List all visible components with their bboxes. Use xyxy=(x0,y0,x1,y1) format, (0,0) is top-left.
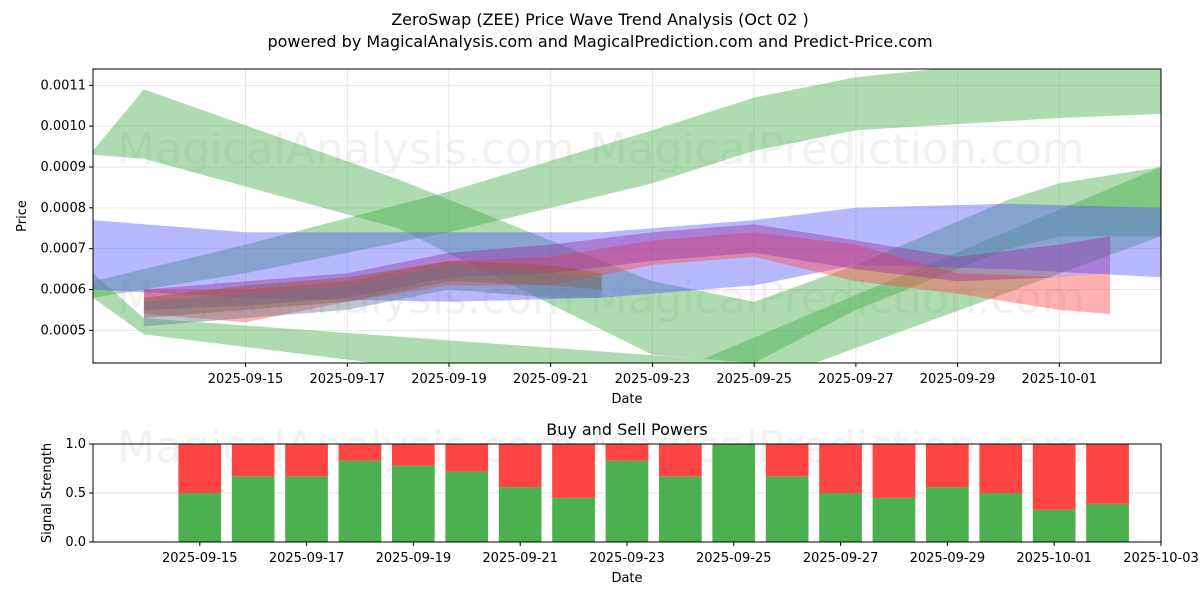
power-y-axis: 0.0 0.5 1.0 xyxy=(65,437,93,550)
price-x-label: Date xyxy=(611,392,642,407)
power-x-tick-label: 2025-09-29 xyxy=(910,551,986,566)
sell-bar xyxy=(979,444,1023,493)
power-y-tick-label: 0.0 xyxy=(65,535,86,550)
sell-bar xyxy=(605,444,649,461)
sell-bar xyxy=(872,444,916,498)
price-y-tick-label: 0.0006 xyxy=(41,283,87,298)
watermark-right: MagicalPrediction.com xyxy=(590,124,1085,175)
power-chart-title: Buy and Sell Powers xyxy=(546,420,708,439)
power-y-tick-label: 0.5 xyxy=(65,486,86,501)
buy-bar xyxy=(1032,509,1076,542)
buy-bar xyxy=(1086,503,1129,542)
buy-bar xyxy=(498,487,542,542)
price-grid xyxy=(93,69,1161,363)
power-x-label: Date xyxy=(611,571,642,586)
buy-bar xyxy=(178,493,222,542)
price-bands xyxy=(93,69,1161,363)
power-x-tick-label: 2025-09-27 xyxy=(803,551,879,566)
price-plot-frame xyxy=(92,68,1162,364)
wave-band xyxy=(93,167,1161,363)
power-x-tick-label: 2025-09-21 xyxy=(482,551,558,566)
sell-bar xyxy=(659,444,702,477)
price-x-tick-label: 2025-09-17 xyxy=(310,372,386,387)
price-y-label: Price xyxy=(15,200,30,232)
power-x-tick-label: 2025-09-19 xyxy=(376,551,452,566)
buy-bar xyxy=(338,460,382,542)
price-y-tick-label: 0.0005 xyxy=(41,323,87,338)
buy-bar xyxy=(552,497,595,542)
buy-bar xyxy=(392,465,435,542)
price-x-tick-label: 2025-09-19 xyxy=(411,372,487,387)
price-y-tick-label: 0.0009 xyxy=(41,160,87,175)
price-x-tick-label: 2025-09-27 xyxy=(818,372,894,387)
power-x-tick-label: 2025-09-25 xyxy=(696,551,772,566)
wave-band xyxy=(143,232,1111,323)
price-x-tick-label: 2025-09-25 xyxy=(716,372,792,387)
power-chart: Buy and Sell Powers MagicalAnalysis.com … xyxy=(40,420,1199,586)
wave-band xyxy=(93,89,1161,363)
power-y-tick-label: 1.0 xyxy=(65,437,86,452)
buy-bar xyxy=(765,476,809,542)
price-x-tick-label: 2025-09-21 xyxy=(513,372,589,387)
price-x-tick-label: 2025-09-23 xyxy=(615,372,691,387)
sell-bar xyxy=(819,444,862,493)
sell-bar xyxy=(1086,444,1129,504)
buy-bar xyxy=(872,497,916,542)
price-y-tick-label: 0.0010 xyxy=(41,119,87,134)
power-x-tick-label: 2025-10-01 xyxy=(1016,551,1092,566)
power-x-tick-label: 2025-09-15 xyxy=(162,551,238,566)
sell-bar xyxy=(338,444,382,461)
buy-bar xyxy=(659,476,702,542)
sell-bar xyxy=(498,444,542,488)
buy-bar xyxy=(979,493,1023,542)
price-x-tick-label: 2025-10-01 xyxy=(1022,372,1098,387)
watermark-left-lower: MagicalAnalysis.com xyxy=(117,273,575,324)
sell-bar xyxy=(1032,444,1076,510)
wave-band xyxy=(143,265,602,327)
buy-bar xyxy=(445,471,489,542)
price-chart: MagicalAnalysis.com MagicalPrediction.co… xyxy=(15,68,1162,407)
price-x-tick-label: 2025-09-15 xyxy=(208,372,284,387)
buy-bar xyxy=(231,476,275,542)
price-x-tick-label: 2025-09-29 xyxy=(920,372,996,387)
wave-band xyxy=(93,203,1161,302)
buy-bar xyxy=(819,493,862,542)
wave-band xyxy=(143,224,1111,310)
buy-bar xyxy=(285,476,328,542)
watermark-left: MagicalAnalysis.com xyxy=(117,124,575,175)
price-y-tick-label: 0.0008 xyxy=(41,201,87,216)
power-x-axis: 2025-09-15 2025-09-17 2025-09-19 2025-09-21… xyxy=(162,542,1199,566)
price-y-tick-label: 0.0007 xyxy=(41,242,87,257)
sell-bar xyxy=(285,444,328,477)
buy-bar xyxy=(605,460,649,542)
price-y-tick-label: 0.0011 xyxy=(41,78,87,93)
price-y-axis: 0.0005 0.0006 0.0007 0.0008 0.0009 0.0010 0.00… xyxy=(41,78,93,338)
sell-bar xyxy=(926,444,969,488)
buy-bar xyxy=(712,444,756,542)
watermark-right-lower: MagicalPrediction.com xyxy=(590,273,1085,324)
buy-bar xyxy=(926,487,969,542)
chart-title: ZeroSwap (ZEE) Price Wave Trend Analysis… xyxy=(391,10,809,29)
sell-bar xyxy=(445,444,489,472)
power-x-tick-label: 2025-09-17 xyxy=(269,551,345,566)
sell-bar xyxy=(231,444,275,477)
price-x-axis: 2025-09-15 2025-09-17 2025-09-19 2025-09-21… xyxy=(208,363,1097,387)
wave-band xyxy=(143,260,602,319)
chart-subtitle: powered by MagicalAnalysis.com and Magic… xyxy=(267,32,932,51)
power-x-tick-label: 2025-09-23 xyxy=(589,551,665,566)
sell-bar xyxy=(392,444,435,466)
wave-band xyxy=(93,69,1161,298)
power-x-tick-label: 2025-10-03 xyxy=(1123,551,1199,566)
power-bars xyxy=(178,444,1129,542)
sell-bar xyxy=(552,444,595,498)
sell-bar xyxy=(765,444,809,477)
sell-bar xyxy=(178,444,222,493)
power-y-label: Signal Strength xyxy=(40,443,55,543)
